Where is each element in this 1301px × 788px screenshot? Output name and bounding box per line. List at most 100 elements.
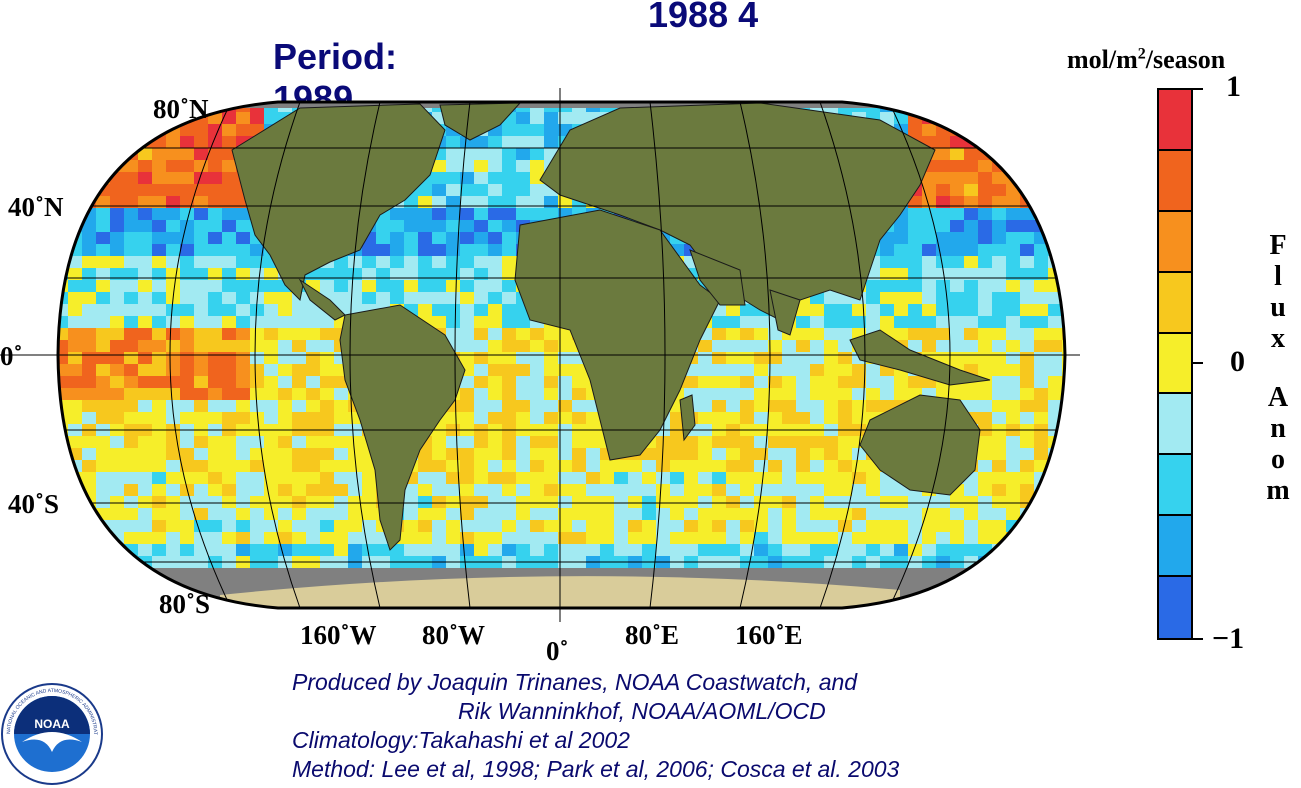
flux-cell <box>58 400 68 412</box>
flux-cell <box>180 256 194 268</box>
flux-cell <box>68 124 82 136</box>
flux-cell <box>838 460 852 472</box>
flux-cell <box>124 124 138 136</box>
flux-cell <box>922 292 936 304</box>
flux-cell <box>712 364 726 376</box>
flux-cell <box>936 316 950 328</box>
flux-cell <box>82 376 96 388</box>
flux-cell <box>950 232 964 244</box>
flux-cell <box>306 400 320 412</box>
flux-cell <box>58 580 68 592</box>
flux-cell <box>516 352 530 364</box>
flux-cell <box>1076 424 1090 436</box>
flux-cell <box>82 604 96 608</box>
flux-cell <box>334 280 348 292</box>
flux-cell <box>712 484 726 496</box>
flux-cell <box>922 304 936 316</box>
flux-cell <box>600 544 614 556</box>
flux-cell <box>1076 412 1090 424</box>
flux-cell <box>586 484 600 496</box>
flux-cell <box>58 328 68 340</box>
flux-cell <box>1034 388 1048 400</box>
flux-cell <box>698 340 712 352</box>
flux-cell <box>1034 544 1048 556</box>
flux-cell <box>838 436 852 448</box>
flux-cell <box>474 304 488 316</box>
flux-cell <box>964 102 978 112</box>
flux-cell <box>908 232 922 244</box>
flux-cell <box>194 304 208 316</box>
flux-cell <box>1062 412 1065 424</box>
flux-cell <box>292 304 306 316</box>
flux-cell <box>96 304 110 316</box>
flux-cell <box>292 460 306 472</box>
flux-cell <box>418 448 432 460</box>
flux-cell <box>1020 292 1034 304</box>
flux-cell <box>348 472 362 484</box>
flux-cell <box>502 292 516 304</box>
flux-cell <box>530 520 544 532</box>
flux-cell <box>894 388 908 400</box>
flux-cell <box>768 388 782 400</box>
flux-cell <box>1006 556 1020 568</box>
flux-cell <box>824 532 838 544</box>
flux-cell <box>222 400 236 412</box>
flux-cell <box>250 244 264 256</box>
flux-cell <box>474 280 488 292</box>
flux-cell <box>222 172 236 184</box>
colorbar-mid-label: 0 <box>1230 345 1245 378</box>
flux-cell <box>936 184 950 196</box>
flux-cell <box>1020 220 1034 232</box>
flux-cell <box>824 508 838 520</box>
flux-cell <box>68 328 82 340</box>
flux-cell <box>320 472 334 484</box>
flux-cell <box>278 304 292 316</box>
flux-cell <box>544 520 558 532</box>
flux-cell <box>110 484 124 496</box>
flux-cell <box>978 532 992 544</box>
flux-cell <box>40 148 54 160</box>
flux-cell <box>1076 352 1090 364</box>
flux-cell <box>58 388 68 400</box>
flux-cell <box>810 460 824 472</box>
flux-cell <box>124 484 138 496</box>
flux-cell <box>1076 148 1090 160</box>
flux-cell <box>124 376 138 388</box>
flux-cell <box>404 268 418 280</box>
flux-cell <box>124 244 138 256</box>
flux-cell <box>1020 102 1034 112</box>
flux-cell <box>124 184 138 196</box>
flux-cell <box>740 472 754 484</box>
flux-cell <box>432 184 446 196</box>
flux-cell <box>824 316 838 328</box>
flux-cell <box>418 484 432 496</box>
flux-cell <box>474 268 488 280</box>
flux-cell <box>460 436 474 448</box>
flux-cell <box>194 388 208 400</box>
flux-cell <box>138 580 152 592</box>
flux-cell <box>250 112 264 124</box>
flux-cell <box>222 388 236 400</box>
flux-cell <box>446 436 460 448</box>
flux-cell <box>810 448 824 460</box>
flux-cell <box>348 508 362 520</box>
lon-label-160e: 160˚E <box>735 620 803 650</box>
flux-cell <box>628 496 642 508</box>
flux-cell <box>250 520 264 532</box>
flux-cell <box>152 388 166 400</box>
flux-cell <box>558 484 572 496</box>
flux-cell <box>824 364 838 376</box>
flux-cell <box>1020 160 1034 172</box>
flux-cell <box>1034 520 1048 532</box>
flux-cell <box>58 592 68 604</box>
flux-cell <box>684 436 698 448</box>
flux-cell <box>978 280 992 292</box>
flux-cell <box>880 544 894 556</box>
flux-cell <box>908 376 922 388</box>
flux-cell <box>796 496 810 508</box>
flux-cell <box>292 340 306 352</box>
flux-cell <box>152 208 166 220</box>
flux-cell <box>950 102 964 112</box>
flux-cell <box>250 364 264 376</box>
flux-cell <box>68 208 82 220</box>
